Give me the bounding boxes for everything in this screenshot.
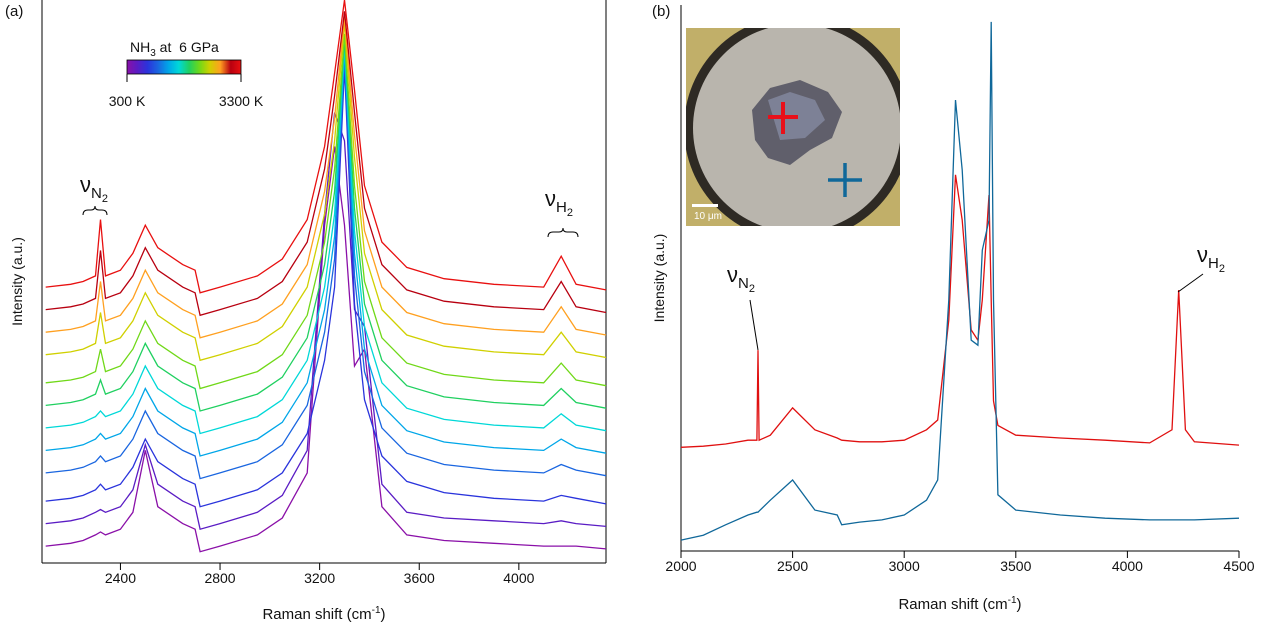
spectrum-line	[45, 22, 607, 362]
peak-annotation: νN2	[727, 262, 755, 295]
spectrum-line	[45, 33, 607, 390]
spectrum-line	[45, 50, 607, 457]
y-axis-title: Intensity (a.u.)	[651, 234, 667, 323]
x-axis-title-part: Raman shift (cm	[262, 606, 371, 623]
colorbar-title: NH3 at 6 GPa	[130, 39, 219, 59]
brace	[547, 227, 579, 238]
panel-label: (b)	[652, 3, 670, 20]
colorbar-title-part: at 6 GPa	[156, 39, 219, 55]
x-tick-label: 4500	[1223, 558, 1254, 574]
x-tick-label: 3200	[304, 570, 335, 586]
annotation-symbol: ν	[727, 262, 738, 287]
spectrum-line	[45, 112, 607, 531]
x-tick-label: 4000	[1112, 558, 1143, 574]
x-tick-label: 2800	[204, 570, 235, 586]
annotation-symbol: ν	[545, 186, 556, 211]
spectrum-line	[45, 0, 607, 294]
x-tick-label: 3500	[1000, 558, 1031, 574]
colorbar-min-label: 300 K	[109, 93, 146, 109]
annotation-symbol: ν	[80, 172, 91, 197]
spectrum-line	[680, 174, 1240, 448]
x-axis-title: Raman shift (cm-1)	[262, 605, 385, 623]
x-axis-title-part: -1	[372, 605, 381, 616]
annotation-sub2: 2	[567, 207, 573, 219]
colorbar-title-part: 3	[150, 48, 156, 59]
x-axis-title-part: Raman shift (cm	[898, 596, 1007, 613]
inset-photo: 10 μm	[686, 28, 900, 226]
brace	[82, 205, 108, 216]
x-tick-label: 3000	[889, 558, 920, 574]
annotation-leader	[1177, 273, 1204, 293]
annotation-sub2: 2	[102, 193, 108, 205]
x-axis-title-part: )	[1017, 596, 1022, 613]
peak-annotation: νH2	[1197, 242, 1225, 275]
x-axis-title: Raman shift (cm-1)	[898, 595, 1021, 613]
x-axis-title-part: )	[381, 606, 386, 623]
spectrum-line	[45, 44, 607, 435]
annotation-sub2: 2	[1219, 263, 1225, 275]
annotation-sub: H	[1208, 255, 1219, 272]
spectrum-line	[45, 56, 607, 480]
peak-annotation: νN2	[80, 172, 108, 205]
colorbar-max-label: 3300 K	[219, 93, 264, 109]
spectrum-line	[45, 11, 607, 317]
spectrum-line	[680, 21, 1240, 541]
x-tick-label: 3600	[404, 570, 435, 586]
spectrum-line	[45, 67, 607, 508]
annotation-sub2: 2	[749, 283, 755, 295]
colorbar-title-part: NH	[130, 39, 150, 55]
colorbar	[126, 59, 242, 75]
inset-scale-label: 10 μm	[694, 211, 722, 222]
spectrum-line	[45, 146, 607, 553]
panel-label: (a)	[5, 3, 23, 20]
spectrum-line	[45, 39, 607, 412]
x-axis-title-part: -1	[1008, 595, 1017, 606]
peak-annotation: νH2	[545, 186, 573, 219]
annotation-sub: N	[738, 275, 749, 292]
x-tick-label: 2500	[777, 558, 808, 574]
annotation-sub: H	[556, 199, 567, 216]
x-tick-label: 4000	[503, 570, 534, 586]
spectrum-line	[45, 16, 607, 339]
annotation-sub: N	[91, 185, 102, 202]
x-tick-label: 2000	[665, 558, 696, 574]
x-tick-label: 2400	[105, 570, 136, 586]
annotation-leader	[749, 299, 759, 351]
annotation-symbol: ν	[1197, 242, 1208, 267]
y-axis-title: Intensity (a.u.)	[9, 237, 25, 326]
